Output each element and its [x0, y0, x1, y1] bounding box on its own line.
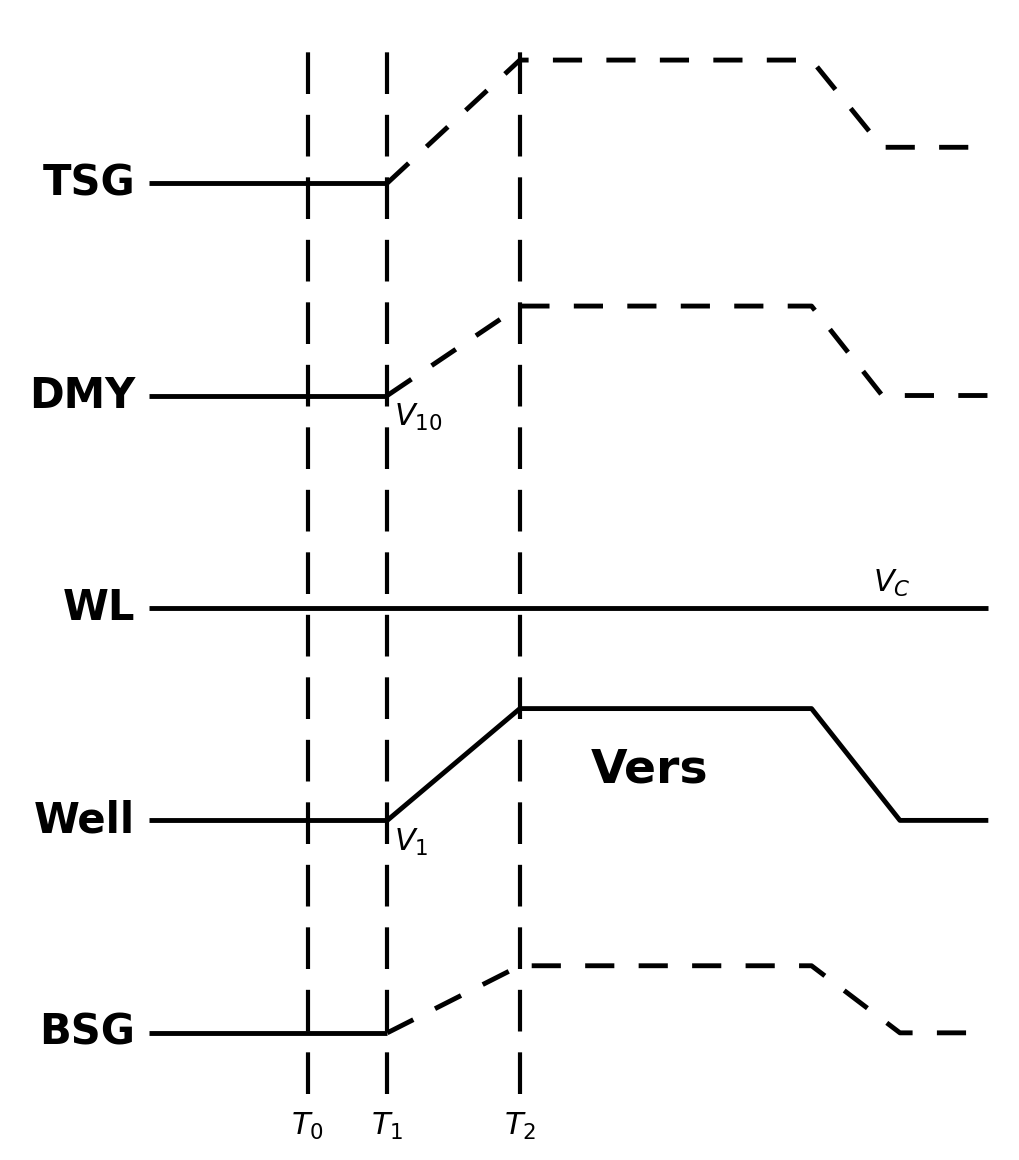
- Text: Vers: Vers: [591, 747, 708, 792]
- Text: TSG: TSG: [43, 162, 136, 204]
- Text: $T_2$: $T_2$: [503, 1111, 536, 1143]
- Text: $T_0$: $T_0$: [291, 1111, 324, 1143]
- Text: $T_1$: $T_1$: [371, 1111, 404, 1143]
- Text: $V_1$: $V_1$: [394, 827, 429, 858]
- Text: $V_{10}$: $V_{10}$: [394, 403, 443, 434]
- Text: $V_C$: $V_C$: [873, 568, 911, 599]
- Text: DMY: DMY: [30, 375, 136, 416]
- Text: BSG: BSG: [40, 1012, 136, 1053]
- Text: Well: Well: [35, 799, 136, 841]
- Text: WL: WL: [63, 587, 136, 629]
